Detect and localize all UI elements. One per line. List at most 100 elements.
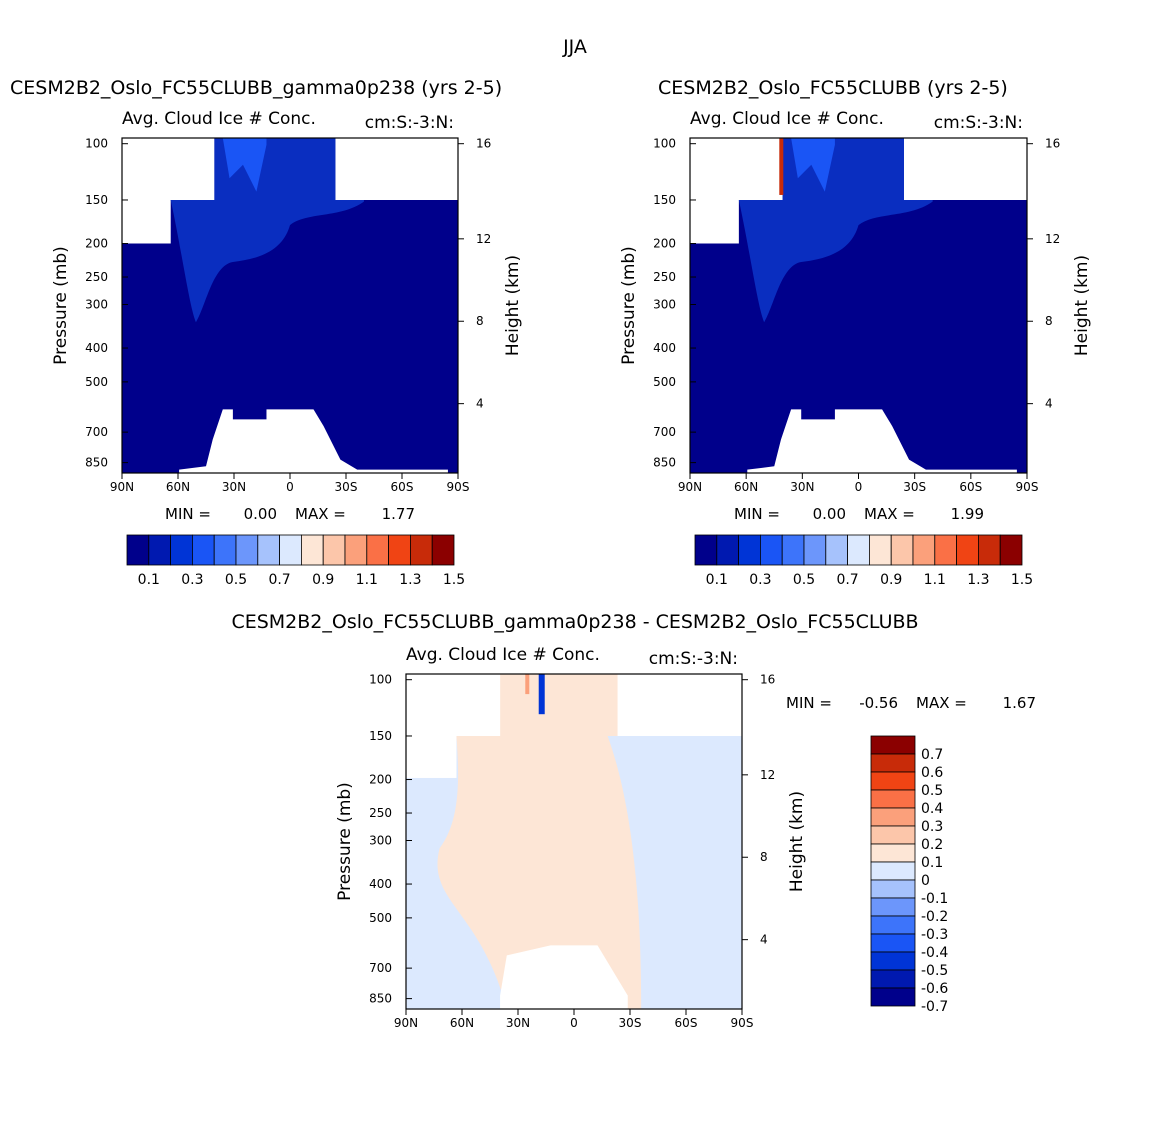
y-right-tick-label: 16 xyxy=(1045,137,1060,151)
colorbar-label: 1.5 xyxy=(443,572,465,588)
colorbar-swatch xyxy=(870,897,916,917)
colorbar-label: -0.1 xyxy=(921,891,948,907)
x-tick-label: 30N xyxy=(790,480,814,494)
colorbar-swatch xyxy=(388,534,411,566)
x-tick-label: 0 xyxy=(286,480,294,494)
y-right-axis-label: Height (km) xyxy=(503,255,523,356)
colorbar-swatch xyxy=(170,534,193,566)
min-value: 0.00 xyxy=(813,505,846,523)
units-label: cm:S:-3:N: xyxy=(365,113,454,133)
x-tick-label: 30S xyxy=(335,480,358,494)
y-right-tick-label: 8 xyxy=(1045,314,1053,328)
min-label: MIN = xyxy=(165,505,211,523)
panel-title: CESM2B2_Oslo_FC55CLUBB_gamma0p238 - CESM… xyxy=(231,611,918,633)
panel-top-right: CESM2B2_Oslo_FC55CLUBB (yrs 2-5) Avg. Clo… xyxy=(619,77,1092,588)
y-tick-label: 500 xyxy=(653,375,676,389)
colorbar-label: 1.5 xyxy=(1011,572,1033,588)
max-label: MAX = xyxy=(295,505,346,523)
missing-data-mask-right xyxy=(617,674,742,736)
y-tick-label: 100 xyxy=(85,137,108,151)
x-tick-label: 30S xyxy=(619,1016,642,1030)
colorbar-swatch xyxy=(322,534,346,566)
x-tick-label: 90S xyxy=(447,480,470,494)
diff-positive-region xyxy=(437,735,642,1009)
colorbar-label: -0.6 xyxy=(921,981,948,997)
y-tick-label: 850 xyxy=(85,456,108,470)
colorbar-swatch xyxy=(847,534,870,566)
min-value: 0.00 xyxy=(244,505,277,523)
x-tick-label: 60N xyxy=(734,480,758,494)
y-tick-label: 400 xyxy=(369,877,392,891)
y-right-tick-label: 4 xyxy=(1045,397,1053,411)
colorbar-label: 0.4 xyxy=(921,801,943,817)
max-value: 1.77 xyxy=(382,505,415,523)
colorbar-label: 0.9 xyxy=(312,572,334,588)
contour-field xyxy=(690,138,1027,473)
y-tick-label: 850 xyxy=(653,456,676,470)
y-tick-label: 300 xyxy=(653,297,676,311)
colorbar-label: 1.3 xyxy=(399,572,421,588)
y-tick-label: 850 xyxy=(369,992,392,1006)
colorbar-label: 1.1 xyxy=(356,572,378,588)
y-tick-label: 250 xyxy=(369,806,392,820)
y-tick-label: 250 xyxy=(653,270,676,284)
colorbar-swatch xyxy=(344,534,368,566)
colorbar-label: 0.3 xyxy=(921,819,943,835)
colorbar-swatch xyxy=(934,534,957,566)
colorbar-label: -0.5 xyxy=(921,963,948,979)
colorbar-swatch xyxy=(870,825,916,845)
x-tick-label: 60N xyxy=(450,1016,474,1030)
colorbar-swatch xyxy=(738,534,761,566)
colorbar-swatch xyxy=(870,843,916,863)
colorbar-label: 0.7 xyxy=(836,572,858,588)
colorbar-swatch xyxy=(912,534,936,566)
diff-positive-upper xyxy=(500,674,618,736)
x-tick-label: 60S xyxy=(391,480,414,494)
colorbar-swatch xyxy=(257,534,280,566)
max-value: 1.67 xyxy=(1003,694,1036,712)
topography-mask xyxy=(500,945,628,1009)
y-tick-label: 700 xyxy=(369,961,392,975)
y-tick-label: 250 xyxy=(85,270,108,284)
x-tick-label: 60S xyxy=(675,1016,698,1030)
field-mid-region xyxy=(738,138,933,323)
y-tick-label: 100 xyxy=(653,137,676,151)
colorbar-label: 0.5 xyxy=(225,572,247,588)
y-tick-label: 400 xyxy=(85,341,108,355)
max-label: MAX = xyxy=(916,694,967,712)
field-light-streaks xyxy=(222,138,267,192)
x-tick-label: 90N xyxy=(110,480,134,494)
y-tick-label: 200 xyxy=(653,237,676,251)
colorbar-label: 0.1 xyxy=(138,572,160,588)
panel-subtitle: Avg. Cloud Ice # Conc. xyxy=(122,109,316,129)
x-tick-label: 90N xyxy=(394,1016,418,1030)
colorbar-label: 0.3 xyxy=(181,572,203,588)
colorbar-label: 0.7 xyxy=(921,747,943,763)
x-tick-label: 0 xyxy=(855,480,863,494)
colorbar-swatch xyxy=(890,534,914,566)
colorbar-swatch xyxy=(870,735,916,755)
colorbar-swatch xyxy=(213,534,237,566)
colorbar-swatch xyxy=(870,753,916,773)
y-right-tick-label: 16 xyxy=(760,673,775,687)
x-tick-label: 30N xyxy=(506,1016,530,1030)
x-tick-label: 90S xyxy=(731,1016,754,1030)
colorbar-swatch xyxy=(870,861,916,881)
y-right-tick-label: 8 xyxy=(760,850,768,864)
y-right-tick-label: 8 xyxy=(476,314,484,328)
colorbar-label: -0.4 xyxy=(921,945,948,961)
topography-mask xyxy=(179,409,448,473)
y-axis-label: Pressure (mb) xyxy=(619,246,639,365)
colorbar-swatch xyxy=(803,534,827,566)
colorbar-swatch xyxy=(999,534,1023,566)
colorbar-label: 1.3 xyxy=(967,572,989,588)
contour-field xyxy=(122,138,458,473)
x-tick-label: 0 xyxy=(570,1016,578,1030)
colorbar-swatch xyxy=(409,534,433,566)
colorbar-swatch xyxy=(235,534,259,566)
y-tick-label: 150 xyxy=(85,193,108,207)
field-light-streaks xyxy=(791,138,835,192)
x-tick-label: 90N xyxy=(678,480,702,494)
colorbar-swatch xyxy=(870,987,916,1007)
